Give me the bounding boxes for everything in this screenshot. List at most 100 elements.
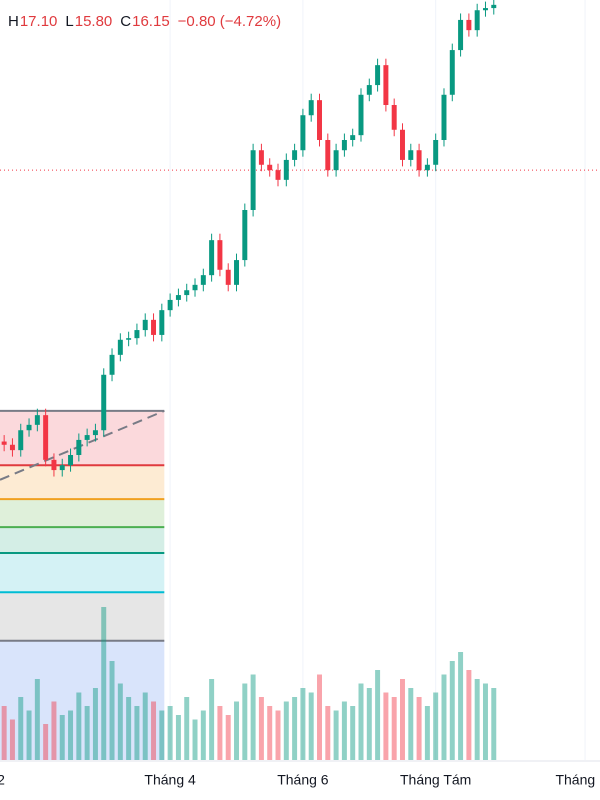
candle-body <box>134 330 140 339</box>
candle-body <box>68 455 74 466</box>
candle-body <box>350 135 356 140</box>
candle-body <box>151 319 157 335</box>
header-value: 16.15 <box>132 13 170 30</box>
x-tick-label: Tháng 6 <box>277 772 329 788</box>
candle-body <box>449 50 455 95</box>
volume-bar <box>209 679 215 760</box>
candle-body <box>300 115 306 151</box>
header-value: 15.80 <box>75 13 113 30</box>
volume-bar <box>200 710 206 760</box>
candle-body <box>1 441 7 445</box>
candle-body <box>167 299 173 311</box>
candle-body <box>275 170 281 180</box>
volume-bar <box>18 697 24 760</box>
volume-bar <box>283 701 289 760</box>
x-tick-label: Tháng Tám <box>400 772 471 788</box>
candle-body <box>126 338 132 340</box>
volume-bar <box>217 706 223 760</box>
x-tick-label: Tháng 4 <box>144 772 196 788</box>
volume-bar <box>267 706 273 760</box>
volume-bar <box>375 670 381 760</box>
volume-bar <box>250 674 256 760</box>
volume-bar <box>424 706 430 760</box>
volume-bar <box>317 674 322 760</box>
fib-zone <box>0 499 165 528</box>
candle-body <box>18 430 24 451</box>
candle-body <box>383 65 389 105</box>
volume-bar <box>366 688 372 760</box>
candle-body <box>242 210 248 261</box>
volume-bar <box>76 692 82 760</box>
volume-bar <box>391 697 397 760</box>
header-key: H <box>8 13 19 30</box>
candle-body <box>51 459 57 471</box>
volume-bar <box>491 688 497 760</box>
volume-bar <box>9 719 15 760</box>
candle-body <box>250 150 256 210</box>
candle-body <box>491 4 497 9</box>
volume-bar <box>126 697 132 760</box>
volume-bar <box>433 692 439 760</box>
volume-bar <box>242 683 248 760</box>
candle-body <box>225 269 231 285</box>
header-value: −0.80 (−4.72%) <box>178 13 281 30</box>
volume-bar <box>482 683 488 760</box>
candle-body <box>200 275 206 285</box>
fib-zone <box>0 553 165 593</box>
candle-body <box>175 295 181 300</box>
volume-bar <box>258 697 264 760</box>
candle-body <box>458 19 464 51</box>
candle-body <box>325 140 331 171</box>
candle-body <box>26 424 32 431</box>
volume-bar <box>341 701 347 760</box>
volume-bar <box>275 710 281 760</box>
volume-bar <box>68 710 74 760</box>
fib-zone <box>0 410 165 466</box>
volume-bar <box>167 706 173 760</box>
volume-bar <box>159 710 165 760</box>
volume-bar <box>416 697 422 760</box>
volume-bar <box>383 692 389 760</box>
candle-body <box>424 164 430 171</box>
volume-bar <box>474 679 480 760</box>
candle-body <box>408 150 414 160</box>
volume-bar <box>458 652 464 760</box>
candle-body <box>366 85 372 95</box>
volume-bar <box>1 706 7 760</box>
volume-bar <box>192 719 198 760</box>
x-tick-label: Tháng 10 <box>555 772 600 788</box>
trend-line <box>0 409 165 481</box>
volume-bar <box>234 701 240 760</box>
candle-body <box>59 465 65 471</box>
volume-bar <box>43 724 49 760</box>
candle-body <box>375 65 381 86</box>
volume-bar <box>350 706 356 760</box>
candle-body <box>184 290 190 296</box>
candle-body <box>358 94 364 136</box>
candle-body <box>416 150 422 171</box>
volume-bar <box>59 715 65 760</box>
volume-bar <box>325 706 331 760</box>
candle-body <box>84 435 90 440</box>
header-key: C <box>120 13 131 30</box>
candle-body <box>43 415 49 460</box>
volume-bar <box>117 683 123 760</box>
candle-body <box>209 240 215 276</box>
candle-body <box>308 100 314 116</box>
candle-body <box>217 240 223 270</box>
candle-body <box>292 150 298 160</box>
header-value: 17.10 <box>20 13 58 30</box>
volume-bar <box>142 692 148 760</box>
candle-body <box>117 339 123 355</box>
volume-bar <box>51 701 57 760</box>
candle-body <box>101 374 107 431</box>
candle-body <box>317 100 322 140</box>
volume-bar <box>449 661 455 760</box>
candle-body <box>76 439 82 455</box>
volume-bar <box>292 697 298 760</box>
candle-body <box>466 19 472 31</box>
candle-body <box>391 105 397 130</box>
candle-body <box>92 430 98 436</box>
volume-bar <box>184 697 190 760</box>
